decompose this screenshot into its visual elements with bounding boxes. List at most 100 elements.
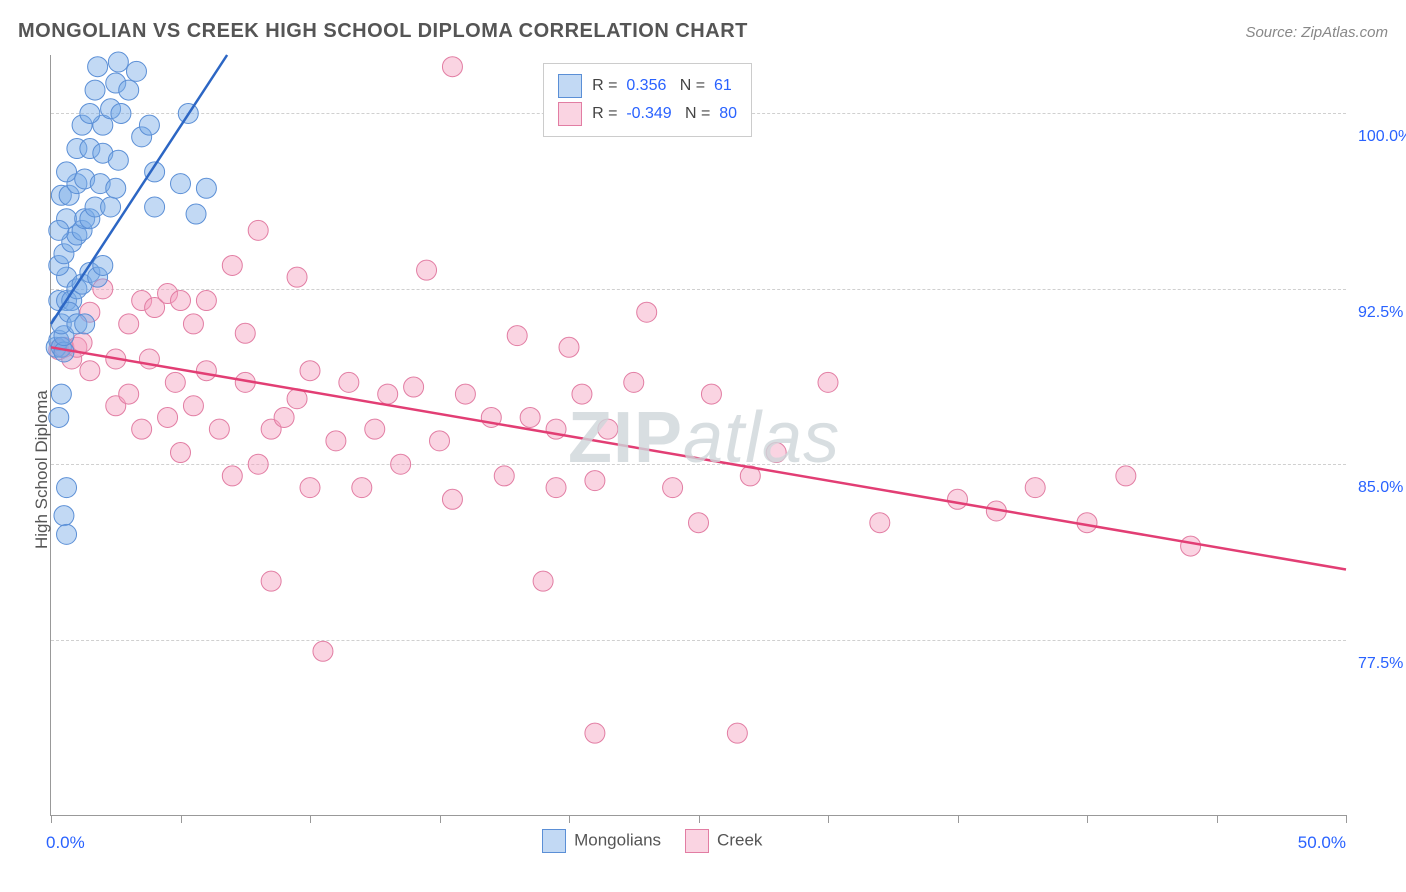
data-point [248,220,268,240]
data-point [442,489,462,509]
data-point [235,323,255,343]
x-tick-label: 50.0% [1298,833,1346,853]
data-point [248,454,268,474]
y-axis-title: High School Diploma [32,390,52,549]
data-point [183,314,203,334]
data-point [57,478,77,498]
data-point [186,204,206,224]
y-tick-label: 77.5% [1358,655,1403,673]
x-tick [1346,815,1347,823]
data-point [111,103,131,123]
data-point [274,407,294,427]
data-point [326,431,346,451]
legend-label: Mongolians [574,830,661,849]
data-point [139,115,159,135]
data-point [196,178,216,198]
data-point [101,197,121,217]
data-point [145,197,165,217]
data-point [126,61,146,81]
data-point [948,489,968,509]
data-point [1181,536,1201,556]
chart-source: Source: ZipAtlas.com [1245,24,1388,41]
data-point [365,419,385,439]
x-tick [310,815,311,823]
data-point [88,57,108,77]
data-point [93,255,113,275]
data-point [585,723,605,743]
data-point [183,396,203,416]
x-tick [1087,815,1088,823]
stats-text: R = 0.356 N = 61 [592,77,732,95]
data-point [57,524,77,544]
data-point [132,419,152,439]
x-tick [1217,815,1218,823]
data-point [209,419,229,439]
data-point [72,333,92,353]
bottom-legend-item: Creek [685,829,762,853]
data-point [222,466,242,486]
data-point [106,178,126,198]
data-point [171,443,191,463]
plot-svg [51,55,1346,815]
x-tick [828,815,829,823]
title-bar: MONGOLIAN VS CREEK HIGH SCHOOL DIPLOMA C… [18,20,1388,43]
data-point [171,174,191,194]
x-tick [958,815,959,823]
data-point [171,291,191,311]
data-point [222,255,242,275]
data-point [300,478,320,498]
data-point [727,723,747,743]
data-point [85,80,105,100]
x-tick [51,815,52,823]
data-point [352,478,372,498]
data-point [261,571,281,591]
data-point [119,384,139,404]
data-point [559,337,579,357]
stats-legend-row: R = 0.356 N = 61 [558,74,737,98]
data-point [165,372,185,392]
stats-legend-row: R = -0.349 N = 80 [558,102,737,126]
data-point [455,384,475,404]
data-point [494,466,514,486]
x-tick [181,815,182,823]
data-point [108,52,128,72]
scatter-plot: 77.5%85.0%92.5%100.0%0.0%50.0%R = 0.356 … [50,55,1346,816]
data-point [196,291,216,311]
data-point [701,384,721,404]
data-point [870,513,890,533]
data-point [663,478,683,498]
data-point [391,454,411,474]
stats-legend: R = 0.356 N = 61 R = -0.349 N = 80 [543,63,752,137]
x-tick [440,815,441,823]
data-point [300,361,320,381]
y-tick-label: 92.5% [1358,304,1403,322]
y-tick-label: 100.0% [1358,128,1406,146]
data-point [533,571,553,591]
legend-swatch [558,102,582,126]
data-point [196,361,216,381]
data-point [585,471,605,491]
data-point [54,506,74,526]
data-point [572,384,592,404]
data-point [766,443,786,463]
data-point [339,372,359,392]
data-point [75,314,95,334]
data-point [1025,478,1045,498]
data-point [818,372,838,392]
data-point [598,419,618,439]
bottom-legend-item: Mongolians [542,829,661,853]
data-point [158,407,178,427]
legend-swatch [558,74,582,98]
data-point [624,372,644,392]
data-point [119,80,139,100]
legend-label: Creek [717,830,762,849]
data-point [119,314,139,334]
data-point [546,478,566,498]
data-point [689,513,709,533]
data-point [520,407,540,427]
data-point [637,302,657,322]
data-point [404,377,424,397]
data-point [1116,466,1136,486]
data-point [417,260,437,280]
data-point [378,384,398,404]
